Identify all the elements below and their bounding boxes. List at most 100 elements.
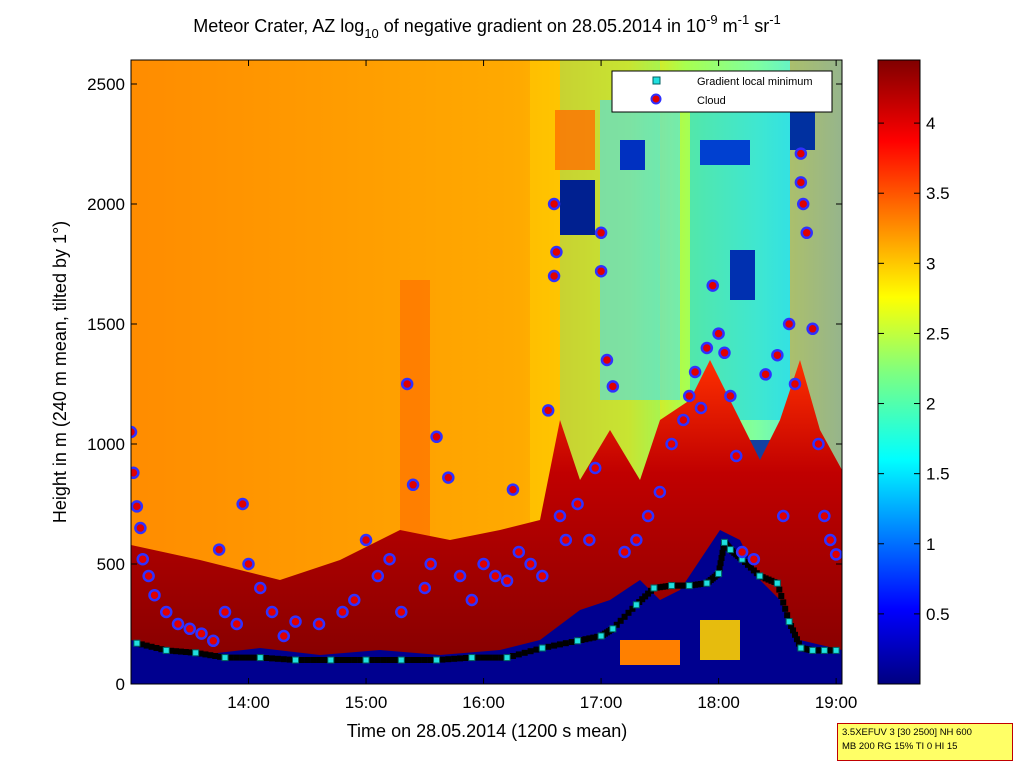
gradient-minimum-marker <box>790 627 797 634</box>
gradient-minimum-point <box>820 646 828 654</box>
cloud-point <box>571 497 584 511</box>
gradient-minimum-marker <box>404 657 411 663</box>
cloud-point <box>747 552 761 566</box>
gradient-minimum-marker <box>182 649 189 655</box>
gradient-minimum-marker <box>782 605 789 612</box>
cloud-point <box>712 327 725 340</box>
gradient-minimum-point <box>650 584 658 592</box>
gradient-minimum-marker <box>562 640 569 647</box>
cloud-point <box>418 581 432 595</box>
cloud-point <box>465 593 479 607</box>
gradient-minimum-point <box>574 637 582 645</box>
gradient-minimum-markers <box>133 538 840 664</box>
cloud-point <box>512 545 526 559</box>
cloud-point <box>688 365 702 379</box>
legend-minimum-marker <box>652 76 661 85</box>
cloud-point <box>718 346 731 360</box>
cloud-point <box>600 353 614 367</box>
x-tick-label: 14:00 <box>227 693 270 712</box>
cloud-point <box>794 176 808 189</box>
gradient-minimum-marker <box>310 657 317 663</box>
colorbar-tick-label: 2.5 <box>926 324 950 343</box>
colorbar-tick-label: 0.5 <box>926 605 950 624</box>
legend-entry-gradient-minimum: Gradient local minimum <box>697 76 813 88</box>
gradient-minimum-point <box>327 656 335 664</box>
gradient-minimum-marker <box>527 648 534 655</box>
cloud-point <box>400 377 414 391</box>
y-axis-label: Height in m (240 m mean, tilted by 1°) <box>50 221 70 523</box>
gradient-minimum-point <box>756 572 764 580</box>
gradient-minimum-marker <box>551 642 558 649</box>
gradient-minimum-marker <box>568 639 575 645</box>
cloud-point <box>550 245 563 259</box>
gradient-minimum-marker <box>333 657 340 663</box>
legend-entry-cloud: Cloud <box>697 95 726 107</box>
cloud-point <box>148 588 161 602</box>
gradient-minimum-marker <box>784 612 791 619</box>
gradient-minimum-marker <box>492 654 499 661</box>
cloud-point <box>800 226 813 240</box>
legend: Gradient local minimum Cloud <box>611 70 833 113</box>
cloud-point <box>212 543 226 556</box>
cloud-point <box>359 533 373 547</box>
x-tick-label: 16:00 <box>462 693 505 712</box>
gradient-minimum-marker <box>187 649 194 656</box>
gradient-minimum-point <box>192 649 200 657</box>
y-tick-label: 2500 <box>87 75 125 94</box>
gradient-minimum-marker <box>280 656 287 663</box>
gradient-minimum-marker <box>138 641 145 648</box>
gradient-minimum-marker <box>474 654 481 661</box>
gradient-minimum-point <box>362 656 370 664</box>
gradient-minimum-marker <box>719 549 726 556</box>
cloud-point <box>277 629 291 643</box>
colorbar-tick-label: 1.5 <box>926 465 950 484</box>
cloud-point <box>134 521 147 535</box>
gradient-minimum-point <box>809 646 817 654</box>
gradient-minimum-marker <box>316 657 323 663</box>
x-tick-label: 18:00 <box>697 693 740 712</box>
gradient-minimum-marker <box>233 654 240 661</box>
gradient-minimum-point <box>468 654 476 662</box>
gradient-minimum-point <box>221 654 229 662</box>
gradient-minimum-marker <box>533 646 540 653</box>
cloud-point <box>424 557 437 571</box>
cloud-point <box>230 617 244 631</box>
cloud-point <box>700 341 714 355</box>
colorbar: 0.5 1 1.5 2 2.5 3 3.5 4 <box>877 59 950 685</box>
x-tick-label: 17:00 <box>580 693 623 712</box>
x-axis-label: Time on 28.05.2014 (1200 s mean) <box>347 721 628 741</box>
y-axis: 0 500 1000 1500 2000 2500 <box>87 75 842 694</box>
gradient-minimum-marker <box>298 657 305 663</box>
cloud-point <box>735 545 749 559</box>
cloud-point <box>794 147 808 160</box>
cloud-point <box>559 533 573 547</box>
gradient-minimum-marker <box>177 648 184 655</box>
cloud-point <box>818 509 831 523</box>
cloud-point <box>594 264 608 278</box>
cloud-point <box>771 348 784 362</box>
gradient-minimum-marker <box>788 623 795 629</box>
cloud-point <box>131 500 144 513</box>
gradient-minimum-point <box>256 654 264 662</box>
gradient-minimum-point <box>609 625 617 633</box>
colorbar-tick-label: 4 <box>926 114 935 133</box>
gradient-minimum-point <box>785 618 793 626</box>
gradient-minimum-marker <box>427 657 434 663</box>
cloud-point <box>312 617 326 631</box>
gradient-minimum-marker <box>357 657 364 663</box>
cloud-point <box>788 377 802 391</box>
gradient-minimum-marker <box>556 641 563 648</box>
cloud-point <box>694 401 708 415</box>
gradient-minimum-marker <box>582 636 589 643</box>
cloud-point <box>242 557 255 571</box>
gradient-minimum-point <box>292 656 300 664</box>
cloud-point <box>630 533 643 547</box>
cloud-point <box>336 605 349 619</box>
cloud-point <box>453 569 467 583</box>
gradient-minimum-point <box>397 656 405 664</box>
colorbar-tick-label: 3 <box>926 254 935 273</box>
gradient-minimum-marker <box>515 651 522 658</box>
cloud-point <box>706 279 719 292</box>
gradient-minimum-marker <box>153 645 160 651</box>
cloud-point <box>829 548 842 561</box>
